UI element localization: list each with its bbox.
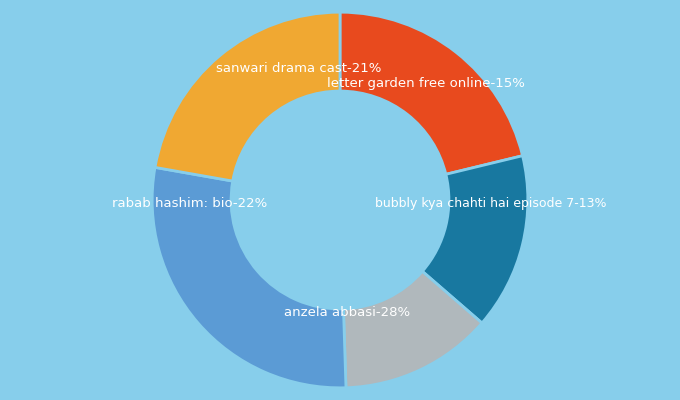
Text: rabab hashim: bio-22%: rabab hashim: bio-22% (112, 197, 267, 210)
Wedge shape (340, 12, 522, 174)
Text: bubbly kya chahti hai episode 7-13%: bubbly kya chahti hai episode 7-13% (375, 197, 606, 210)
Wedge shape (152, 167, 346, 388)
Text: letter garden free online-15%: letter garden free online-15% (328, 77, 526, 90)
Text: sanwari drama cast-21%: sanwari drama cast-21% (216, 62, 381, 75)
Wedge shape (422, 156, 528, 323)
Wedge shape (343, 271, 482, 388)
Wedge shape (155, 12, 340, 181)
Text: anzela abbasi-28%: anzela abbasi-28% (284, 306, 411, 319)
